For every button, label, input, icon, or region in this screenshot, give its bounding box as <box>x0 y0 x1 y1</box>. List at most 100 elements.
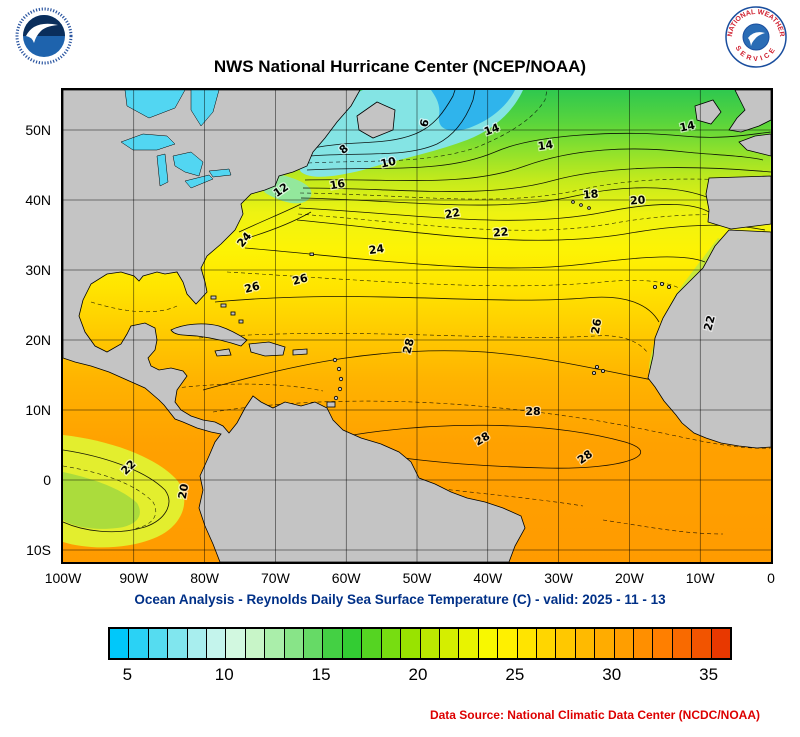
contour-label: 22 <box>701 314 718 332</box>
colorbar-segment <box>632 629 653 658</box>
inland-water <box>120 90 232 189</box>
noaa-logo-text-ring <box>15 7 73 65</box>
colorbar-segment <box>400 629 420 658</box>
lat-tick-label: 10N <box>25 402 51 418</box>
colorbar-segment <box>361 629 381 658</box>
lon-tick-label: 70W <box>260 570 290 586</box>
islands-bahamas <box>210 295 244 324</box>
colorbar-segment <box>264 629 284 658</box>
contour-line <box>244 247 706 269</box>
contour-label: 22 <box>444 206 461 221</box>
contour-label: 20 <box>630 193 647 207</box>
colorbar-segment <box>555 629 575 658</box>
contour-label: 14 <box>537 138 554 153</box>
noaa-gull-icon <box>26 23 58 43</box>
noaa-logo-icon <box>15 7 73 65</box>
contour-line-dashed <box>434 487 584 507</box>
contour-label: 22 <box>493 225 509 239</box>
contour-label: 28 <box>400 337 417 355</box>
contour-label: 10 <box>379 155 397 171</box>
contour-line <box>238 203 302 233</box>
island-puerto-rico <box>292 348 308 356</box>
contour-line-dashed <box>198 333 648 353</box>
nws-logo-swoosh <box>748 32 765 46</box>
colorbar-tick-label: 30 <box>602 665 622 684</box>
contour-line-dashed <box>90 301 178 313</box>
colorbar-tick-label: 25 <box>505 665 525 684</box>
colorbar-segment <box>419 629 439 658</box>
lon-tick-label: 30W <box>544 570 573 586</box>
contour-label: 28 <box>525 405 540 418</box>
colorbar-tick-label: 35 <box>699 665 719 684</box>
contour-line <box>240 211 312 241</box>
lon-tick-label: 40W <box>473 570 503 586</box>
colorbar-segment <box>303 629 323 658</box>
colorbar-tick-label: 10 <box>214 665 234 684</box>
contour-line <box>312 90 456 149</box>
island-britain <box>728 90 771 133</box>
lon-tick-label: 60W <box>331 570 361 586</box>
lon-tick-label: 0 <box>767 570 775 586</box>
colorbar-tick-labels: 5 10 15 20 25 30 35 <box>108 665 728 687</box>
contour-label: 14 <box>678 119 696 135</box>
lat-tick-label: 40N <box>25 192 51 208</box>
lat-tick-label: 10S <box>26 542 51 558</box>
lat-tick-label: 20N <box>25 332 51 348</box>
landmass-iberia <box>705 175 771 230</box>
colorbar-segment <box>206 629 226 658</box>
contour-line <box>308 90 476 157</box>
contour-label: 26 <box>291 271 309 288</box>
island-cuba <box>170 323 248 347</box>
page-title: NWS National Hurricane Center (NCEP/NOAA… <box>213 57 587 76</box>
islands-azores <box>571 200 591 210</box>
contour-line-dashed <box>160 383 324 392</box>
contour-line-dashed <box>226 271 680 289</box>
contour-label: 18 <box>583 187 599 201</box>
nws-logo-icon: NATIONAL WEATHER SERVICE <box>725 6 787 68</box>
islands-cape-verde <box>592 364 606 375</box>
contour-line <box>306 131 771 171</box>
colorbar-segment <box>380 629 401 658</box>
lat-tick-label: 50N <box>25 122 51 138</box>
contour-label: 26 <box>243 279 261 296</box>
contour-line-dashed <box>212 400 771 449</box>
colorbar-segment <box>613 629 633 658</box>
latitude-axis: 50N 40N 30N 20N 10N 0 10S <box>0 90 56 566</box>
james-bay <box>190 90 220 127</box>
colorbar-segment <box>438 629 459 658</box>
contour-line-dashed <box>602 519 724 535</box>
lake-erie <box>184 174 214 189</box>
landmass-africa <box>647 229 771 449</box>
pacific-cold-tongue <box>63 472 140 529</box>
contour-line-dashed <box>63 465 157 530</box>
colorbar-segment <box>671 629 692 658</box>
gridlines <box>63 90 771 562</box>
island-jamaica <box>214 348 232 357</box>
island-hispaniola <box>248 341 286 357</box>
map-caption: Ocean Analysis - Reynolds Daily Sea Surf… <box>134 592 666 607</box>
colorbar-segment <box>710 629 730 658</box>
labrador-cold-tongue <box>431 90 515 131</box>
colorbar-segment <box>186 629 207 658</box>
colorbar-tick-label: 5 <box>122 665 133 684</box>
lake-huron <box>172 151 204 177</box>
colorbar-segment <box>477 629 498 658</box>
lake-ontario <box>208 168 232 178</box>
island-bermuda <box>309 252 314 256</box>
colorbar-segment <box>535 629 556 658</box>
lake-superior <box>120 133 176 151</box>
colorbar-segment <box>497 629 517 658</box>
colorbar-segment <box>244 629 265 658</box>
islands-lesser-antilles <box>326 357 344 408</box>
colorbar-segment <box>225 629 245 658</box>
contour-label: 26 <box>589 317 605 335</box>
colorbar-segment <box>167 629 187 658</box>
colorbar-segment <box>691 629 711 658</box>
sst-map: 6 8 10 12 14 14 14 16 18 20 22 22 24 24 26 26 26 22 28 28 28… <box>61 88 773 564</box>
colorbar-tick-label: 20 <box>408 665 428 684</box>
colorbar-tick-label: 15 <box>311 665 331 684</box>
lon-tick-label: 90W <box>119 570 149 586</box>
contour-line <box>304 148 764 181</box>
colorbar-segment <box>594 629 614 658</box>
colorbar-segment <box>458 629 478 658</box>
